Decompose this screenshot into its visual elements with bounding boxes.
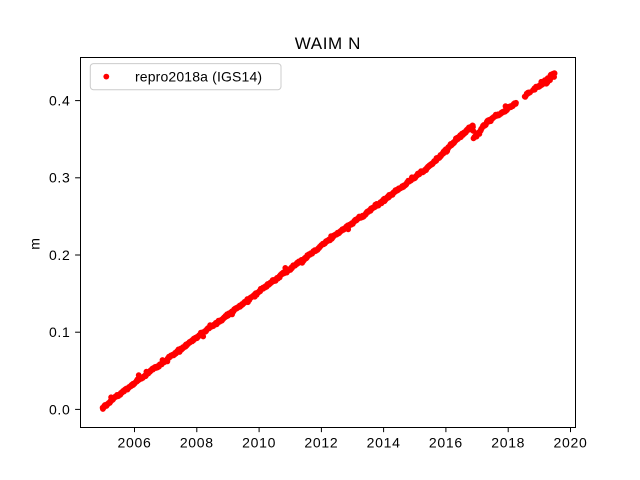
svg-text:2008: 2008 [180, 435, 214, 451]
svg-text:0.0: 0.0 [49, 401, 71, 417]
svg-text:repro2018a (IGS14): repro2018a (IGS14) [135, 68, 262, 84]
svg-text:0.2: 0.2 [49, 247, 71, 263]
svg-text:2006: 2006 [118, 435, 152, 451]
svg-text:0.4: 0.4 [49, 93, 71, 109]
svg-text:m: m [27, 238, 43, 250]
svg-text:2016: 2016 [429, 435, 463, 451]
svg-text:0.3: 0.3 [49, 170, 71, 186]
svg-text:0.1: 0.1 [49, 324, 71, 340]
svg-text:WAIM N: WAIM N [295, 34, 361, 53]
svg-text:2014: 2014 [367, 435, 401, 451]
svg-text:2020: 2020 [554, 435, 588, 451]
svg-text:2012: 2012 [304, 435, 338, 451]
svg-text:2018: 2018 [491, 435, 525, 451]
svg-text:2010: 2010 [242, 435, 276, 451]
